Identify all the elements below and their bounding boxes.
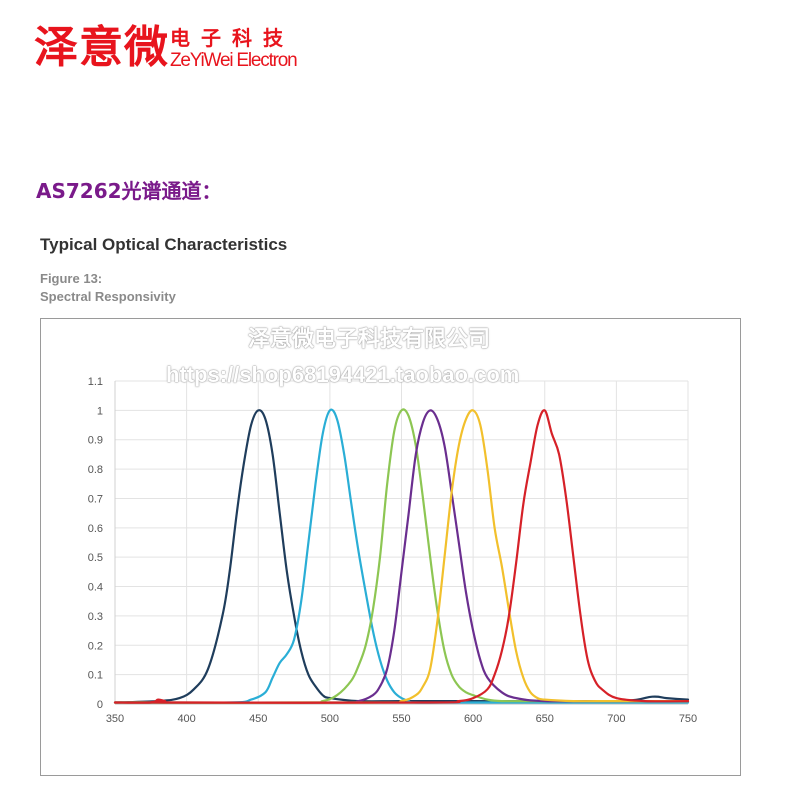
section-title: AS7262光谱通道： xyxy=(36,179,222,203)
y-tick-label: 0.8 xyxy=(88,464,103,476)
x-tick-label: 650 xyxy=(536,713,554,725)
y-tick-label: 0.7 xyxy=(88,493,103,505)
x-tick-label: 400 xyxy=(177,713,195,725)
y-tick-label: 0.2 xyxy=(88,640,103,652)
x-tick-label: 550 xyxy=(392,713,410,725)
chart-frame: 0 0.1 0.2 0.3 0.4 0.5 0.6 0.7 0.8 0.9 1 1.1 350 400 45… xyxy=(40,318,741,776)
y-tick-label: 1.1 xyxy=(88,376,103,388)
spectral-responsivity-chart: 0 0.1 0.2 0.3 0.4 0.5 0.6 0.7 0.8 0.9 1 1.1 350 400 45… xyxy=(88,376,697,725)
series-line-4 xyxy=(113,409,690,704)
x-tick-label: 600 xyxy=(464,713,482,725)
y-tick-label: 0.9 xyxy=(88,435,103,447)
y-tick-label: 0.4 xyxy=(88,582,103,594)
y-tick-label: 0.1 xyxy=(88,670,103,682)
series-line-3 xyxy=(113,408,690,704)
brand-logo-subtitle: 电子科技 xyxy=(170,28,294,50)
series-line-6 xyxy=(113,409,690,704)
x-tick-label: 450 xyxy=(249,713,267,725)
series-line-2 xyxy=(113,408,690,704)
y-tick-label: 0.5 xyxy=(88,552,103,564)
series-line-5 xyxy=(113,409,690,704)
y-tick-label: 0.6 xyxy=(88,523,103,535)
brand-logo-chinese: 泽意微 xyxy=(34,22,169,73)
watermark-url: https://shop68194421.taobao.com xyxy=(166,362,520,387)
watermark-company: 泽意微电子科技有限公司 xyxy=(248,327,491,352)
y-tick-label: 0.3 xyxy=(88,611,103,623)
figure-caption: Spectral Responsivity xyxy=(40,289,176,304)
y-tick-label: 1 xyxy=(97,405,103,417)
x-tick-label: 350 xyxy=(106,713,124,725)
x-tick-label: 750 xyxy=(679,713,697,725)
y-tick-label: 0 xyxy=(97,699,103,711)
figure-label: Figure 13: xyxy=(40,271,103,286)
x-tick-label: 500 xyxy=(321,713,339,725)
figure-heading: Typical Optical Characteristics xyxy=(40,235,288,254)
brand-logo-english: ZeYiWei Electron xyxy=(170,50,298,71)
x-tick-label: 700 xyxy=(607,713,625,725)
